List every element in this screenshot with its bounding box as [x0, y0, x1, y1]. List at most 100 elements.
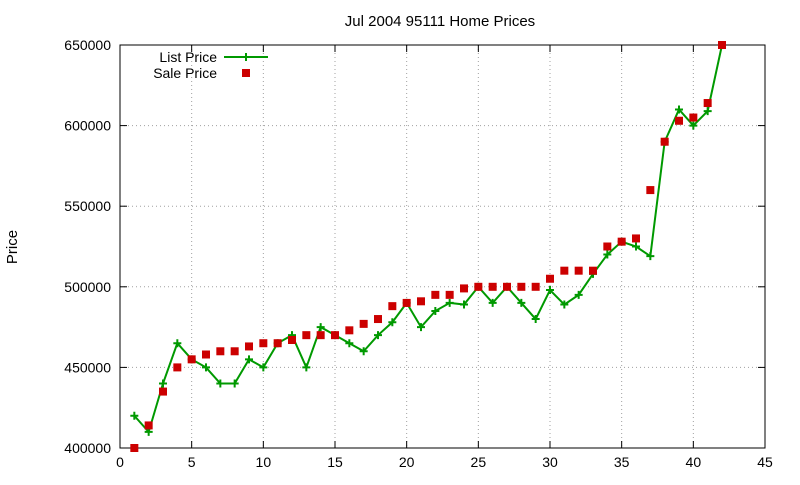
data-point-square	[589, 266, 597, 275]
legend-plus-marker	[242, 53, 250, 61]
series-1	[130, 41, 726, 452]
plot-frame	[119, 44, 766, 449]
data-point-plus	[159, 379, 167, 388]
data-point-square	[517, 282, 526, 291]
data-point-plus	[531, 315, 540, 324]
legend-square-marker	[242, 69, 250, 77]
data-point-square	[531, 282, 540, 291]
y-tick-label: 650000	[64, 37, 111, 53]
data-point-square	[187, 355, 196, 364]
data-point-square	[144, 421, 153, 430]
chart-title: Jul 2004 95111 Home Prices	[345, 13, 535, 30]
data-point-plus	[632, 242, 640, 251]
data-point-square	[388, 302, 397, 311]
data-point-plus	[374, 331, 382, 340]
data-point-square	[230, 347, 239, 356]
data-point-square	[603, 242, 612, 251]
data-point-square	[503, 282, 511, 291]
x-tick-label: 10	[256, 454, 272, 470]
legend-label: List Price	[159, 49, 217, 65]
data-point-square	[546, 274, 554, 283]
y-tick-label: 500000	[64, 279, 111, 295]
data-point-square	[245, 342, 253, 351]
data-point-square	[331, 331, 339, 340]
data-point-square	[431, 290, 440, 299]
y-tick-label: 600000	[64, 118, 111, 134]
data-point-plus	[689, 121, 698, 130]
data-point-square	[718, 41, 726, 49]
axes: 400000 450000 500000 550000 600000 650000 0 5 10…	[64, 37, 773, 470]
data-point-plus	[230, 379, 239, 388]
data-point-plus	[345, 339, 354, 348]
data-point-square	[402, 298, 411, 307]
data-point-square	[130, 444, 139, 452]
data-point-square	[374, 315, 382, 324]
data-point-square	[288, 335, 296, 344]
data-point-plus	[259, 363, 268, 372]
data-point-plus	[359, 347, 368, 356]
data-point-square	[159, 387, 167, 396]
data-point-square	[632, 234, 640, 243]
data-point-plus	[517, 298, 526, 307]
data-point-plus	[560, 300, 569, 309]
grid-lines	[120, 45, 765, 448]
data-point-square	[316, 331, 325, 340]
x-tick-label: 25	[471, 454, 487, 470]
data-point-square	[574, 266, 583, 275]
y-tick-label: 550000	[64, 198, 111, 214]
data-point-square	[273, 339, 282, 348]
data-point-plus	[460, 300, 468, 309]
data-point-square	[216, 347, 225, 356]
data-point-plus	[388, 318, 397, 327]
data-point-square	[460, 284, 468, 293]
x-tick-label: 45	[757, 454, 773, 470]
x-tick-label: 0	[116, 454, 124, 470]
data-point-square	[560, 266, 569, 275]
y-axis-label: Price	[4, 230, 21, 264]
data-point-plus	[431, 306, 440, 315]
data-point-plus	[445, 298, 454, 307]
data-point-square	[173, 363, 182, 372]
data-point-square	[646, 186, 655, 195]
data-point-square	[689, 113, 698, 122]
data-point-plus	[675, 105, 683, 114]
data-point-square	[202, 350, 210, 359]
data-point-square	[417, 297, 425, 306]
data-point-square	[617, 237, 626, 246]
data-point-plus	[130, 411, 139, 420]
y-tick-label: 400000	[64, 440, 111, 456]
data-point-square	[675, 116, 683, 125]
data-point-square	[474, 282, 483, 291]
data-point-plus	[603, 250, 612, 259]
x-tick-label: 5	[188, 454, 196, 470]
data-point-square	[259, 339, 268, 348]
data-point-plus	[546, 286, 554, 295]
x-tick-label: 30	[542, 454, 558, 470]
x-tick-label: 15	[327, 454, 343, 470]
data-point-plus	[216, 379, 225, 388]
data-point-square	[345, 326, 354, 335]
data-point-square	[703, 99, 712, 108]
data-point-plus	[302, 363, 311, 372]
data-point-square	[445, 290, 454, 299]
data-point-plus	[574, 290, 583, 299]
x-tick-label: 35	[614, 454, 630, 470]
x-tick-label: 20	[399, 454, 415, 470]
data-point-square	[302, 331, 311, 340]
x-tick-label: 40	[686, 454, 702, 470]
data-point-plus	[703, 107, 712, 116]
data-point-plus	[488, 298, 497, 307]
data-point-plus	[316, 323, 325, 332]
data-point-plus	[417, 323, 425, 332]
data-point-plus	[202, 363, 210, 372]
y-tick-label: 450000	[64, 359, 111, 375]
data-point-plus	[646, 252, 655, 261]
data-point-plus	[245, 355, 253, 364]
data-point-square	[488, 282, 497, 291]
series-layer	[130, 41, 726, 452]
data-point-square	[660, 137, 669, 146]
data-point-square	[359, 319, 368, 328]
